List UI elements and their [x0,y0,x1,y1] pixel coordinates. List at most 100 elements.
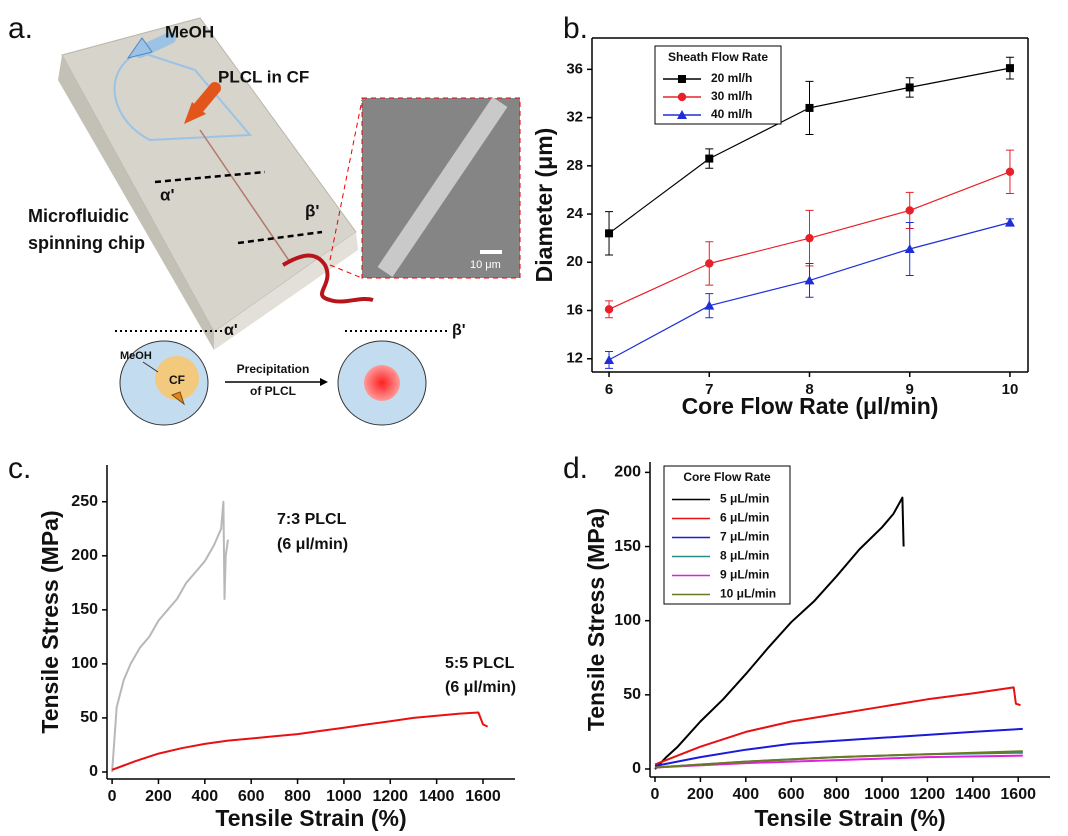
y-tick-label: 20 [566,253,583,270]
x-tick-label: 1200 [910,786,946,803]
y-tick-label: 50 [623,686,641,703]
channel-core [199,129,291,263]
y-tick-label: 250 [71,493,98,510]
x-tick-label: 10 [1002,381,1019,398]
arrow-head [320,378,328,386]
x-tick-label: 200 [145,788,172,805]
x-tick-label: 1400 [955,786,991,803]
x-tick-label: 1600 [1000,786,1036,803]
marker [1005,64,1014,73]
marker [677,92,687,102]
marker [604,305,614,314]
x-tick-label: 1600 [465,788,501,805]
x-tick-label: 800 [284,788,311,805]
legend-label: 10 μL/min [720,587,776,601]
chart: d. 0 50 100 150 200 0 200 400 600 800 1000 1200 1400 1… [563,452,1050,831]
legend-label: 7 μL/min [720,530,769,544]
legend-label: 5 μL/min [720,492,769,506]
annotation: 5:5 PLCL [445,655,515,672]
label: β' [305,201,319,220]
legend-label: 6 μL/min [720,511,769,525]
marker [1004,217,1015,227]
series-line [654,727,1023,767]
x-tick-label: 1400 [419,788,455,805]
x-tick-label: 800 [823,786,850,803]
fiber [281,253,374,304]
marker [1005,167,1015,177]
label: MeOH [120,350,152,362]
label: Microfluidic [28,206,129,226]
panel-label: c. [8,452,31,485]
x-tick-label: 8 [805,381,813,398]
x-tick-label: 200 [687,786,714,803]
legend-label: 30 ml/h [711,89,752,103]
y-tick-label: 36 [566,60,583,77]
y-tick-label: 150 [614,538,641,555]
x-tick-label: 9 [906,381,914,398]
legend-label: 9 μL/min [720,568,769,582]
x-tick-label: 1000 [326,788,362,805]
legend-title: Core Flow Rate [683,470,771,484]
annotation: 7:3 PLCL [277,511,347,528]
marker [805,233,814,243]
series-line [654,496,905,770]
section-line [154,170,266,184]
y-tick-label: 200 [71,547,98,564]
x-tick-label: 400 [191,788,218,805]
x-tick-label: 0 [651,786,660,803]
y-tick-label: 150 [71,601,98,618]
y-tick-label: 100 [71,655,98,672]
y-tick-label: 12 [566,350,583,367]
y-tick-label: 32 [566,109,583,126]
annotation: (6 μl/min) [277,536,348,553]
series-line [111,711,489,771]
y-tick-label: 24 [566,205,583,222]
arrow [142,361,159,373]
marker [905,83,914,92]
y-tick-label: 50 [80,709,98,726]
panel-label: b. [563,12,588,45]
series-line [654,686,1021,766]
marker [678,75,686,83]
y-tick-label: 28 [566,157,583,174]
panel-a: a. MeOH PLCL in CF α' β' Microfluidic sp… [8,12,521,426]
label: spinning chip [28,233,145,253]
chip-side [58,55,214,350]
series-line [654,750,1023,769]
marker [604,354,615,364]
legend-box [663,465,791,605]
x-tick-label: 1200 [372,788,408,805]
legend-label: 8 μL/min [720,549,769,563]
sem-fiber [377,96,508,278]
chart: b. 12 16 20 24 28 32 36 6 7 8 9 10 Core Flow Rate (μl… [531,12,1029,419]
marker [804,275,815,285]
y-axis-title: Tensile Stress (MPa) [583,508,609,731]
marker [605,229,614,238]
x-tick-label: 0 [108,788,117,805]
arrow-plcl-head [184,102,206,124]
marker [677,110,687,119]
zoom-line [329,264,363,279]
legend-box [654,45,782,125]
y-tick-label: 0 [632,760,641,777]
fiber-core [364,365,400,401]
legend-title: Sheath Flow Rate [668,50,768,64]
series-line [111,500,229,773]
x-tick-label: 1000 [864,786,900,803]
zoom-line [329,99,363,261]
x-axis-title: Tensile Strain (%) [754,805,945,831]
label: β' [452,322,466,339]
label: of PLCL [250,384,296,398]
y-tick-label: 0 [89,763,98,780]
label: MeOH [165,22,214,41]
label: CF [169,373,185,387]
y-tick-label: 16 [566,301,583,318]
marker [704,300,715,310]
arrow [170,391,185,406]
marker [705,259,714,268]
marker [905,206,914,215]
legend-label: 40 ml/h [711,107,752,121]
channel [113,50,253,142]
core [155,356,199,400]
